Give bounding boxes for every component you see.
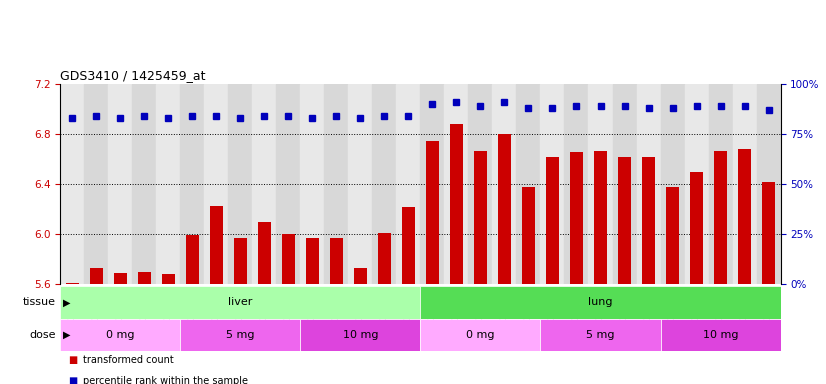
Bar	[306, 238, 319, 284]
Bar	[396, 84, 420, 284]
Bar	[330, 238, 343, 284]
Bar	[180, 319, 301, 351]
Text: tissue: tissue	[23, 297, 56, 308]
Bar	[618, 157, 631, 284]
Bar	[733, 84, 757, 284]
Bar	[186, 235, 199, 284]
Text: ▶: ▶	[63, 330, 70, 340]
Bar	[377, 233, 391, 284]
Bar	[228, 84, 253, 284]
Bar	[162, 274, 175, 284]
Bar	[474, 151, 487, 284]
Bar	[258, 222, 271, 284]
Bar	[301, 319, 420, 351]
Bar	[420, 84, 444, 284]
Bar	[468, 84, 492, 284]
Bar	[690, 172, 703, 284]
Bar	[642, 157, 655, 284]
Text: GDS3410 / 1425459_at: GDS3410 / 1425459_at	[60, 69, 206, 82]
Bar	[588, 84, 613, 284]
Bar	[90, 268, 103, 284]
Bar	[60, 84, 84, 284]
Bar	[282, 234, 295, 284]
Bar	[522, 187, 535, 284]
Bar	[84, 84, 108, 284]
Text: dose: dose	[30, 330, 56, 340]
Bar	[492, 84, 516, 284]
Text: 5 mg: 5 mg	[586, 330, 615, 340]
Bar	[325, 84, 349, 284]
Bar	[108, 84, 132, 284]
Bar	[546, 157, 559, 284]
Text: ■: ■	[69, 376, 78, 384]
Bar	[132, 84, 156, 284]
Bar	[301, 84, 325, 284]
Bar	[540, 319, 661, 351]
Text: 0 mg: 0 mg	[466, 330, 495, 340]
Text: 0 mg: 0 mg	[106, 330, 135, 340]
Bar	[420, 319, 540, 351]
Text: percentile rank within the sample: percentile rank within the sample	[83, 376, 249, 384]
Bar	[354, 268, 367, 284]
Text: lung: lung	[588, 297, 613, 308]
Bar	[738, 149, 751, 284]
Bar	[450, 124, 463, 284]
Bar	[594, 151, 607, 284]
Text: liver: liver	[228, 297, 253, 308]
Text: ■: ■	[69, 355, 78, 365]
Bar	[564, 84, 588, 284]
Text: 10 mg: 10 mg	[343, 330, 378, 340]
Bar	[498, 134, 511, 284]
Bar	[210, 205, 223, 284]
Bar	[60, 319, 180, 351]
Bar	[204, 84, 228, 284]
Bar	[661, 319, 781, 351]
Bar	[114, 273, 127, 284]
Bar	[613, 84, 637, 284]
Bar	[156, 84, 180, 284]
Text: 10 mg: 10 mg	[703, 330, 738, 340]
Bar	[444, 84, 468, 284]
Bar	[138, 271, 151, 284]
Bar	[516, 84, 540, 284]
Bar	[757, 84, 781, 284]
Bar	[180, 84, 204, 284]
Text: ▶: ▶	[63, 297, 70, 308]
Bar	[714, 151, 727, 284]
Bar	[401, 207, 415, 284]
Text: 5 mg: 5 mg	[226, 330, 254, 340]
Bar	[234, 238, 247, 284]
Bar	[666, 187, 679, 284]
Bar	[762, 182, 775, 284]
Bar	[426, 141, 439, 284]
Bar	[349, 84, 373, 284]
Bar	[540, 84, 564, 284]
Bar	[570, 152, 583, 284]
Bar	[685, 84, 709, 284]
Bar	[661, 84, 685, 284]
Bar	[637, 84, 661, 284]
Bar	[709, 84, 733, 284]
Bar	[277, 84, 301, 284]
Bar	[66, 283, 79, 284]
Bar	[253, 84, 277, 284]
Bar	[373, 84, 396, 284]
Text: transformed count: transformed count	[83, 355, 174, 365]
Bar	[420, 286, 781, 319]
Bar	[60, 286, 420, 319]
